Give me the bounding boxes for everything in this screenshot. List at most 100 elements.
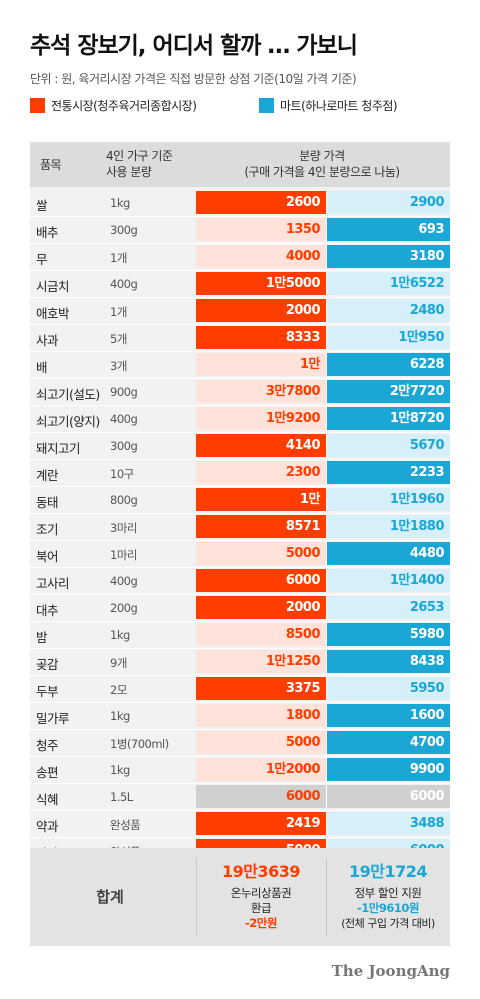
row-mart-price: 693 (326, 218, 450, 241)
column-separator (326, 542, 327, 565)
row-item: 송편 (36, 765, 59, 780)
row-item: 배 (36, 360, 48, 375)
row-separator (30, 486, 450, 487)
row-item: 두부 (36, 684, 59, 699)
row-amount: 5개 (110, 332, 127, 346)
column-separator (326, 515, 327, 538)
total-label: 합계 (96, 888, 124, 906)
row-traditional-price: 1만1250 (196, 650, 326, 673)
row-traditional-price: 6000 (196, 569, 326, 592)
row-traditional-price: 6000 (196, 785, 326, 808)
column-separator (326, 461, 327, 484)
row-item: 쇠고기(양지) (36, 414, 100, 429)
header-item: 품목 (40, 158, 62, 172)
row-mart-price: 6000 (326, 785, 450, 808)
row-item: 무 (36, 252, 48, 267)
row-separator (30, 621, 450, 622)
column-separator (326, 191, 327, 214)
column-separator (326, 569, 327, 592)
column-separator (326, 596, 327, 619)
row-amount: 3마리 (110, 521, 137, 535)
row-amount: 1kg (110, 763, 130, 777)
table-row: 곶감 9개 1만1250 8438 (30, 650, 450, 673)
row-separator (30, 459, 450, 460)
row-mart-price: 4700 (326, 731, 450, 754)
subtitle: 단위 : 원, 육거리시장 가격은 직접 방문한 상점 기준(10일 가격 기준… (30, 72, 357, 86)
table-row: 애호박 1개 2000 2480 (30, 299, 450, 322)
row-traditional-price: 1800 (196, 704, 326, 727)
row-mart-price: 4480 (326, 542, 450, 565)
total-row: 합계 19만3639 온누리상품권 환급 -2만원 19만1724 정부 할인 … (30, 848, 450, 946)
row-item: 조기 (36, 522, 59, 537)
column-separator (326, 407, 327, 430)
row-traditional-price: 8571 (196, 515, 326, 538)
row-separator (30, 648, 450, 649)
row-traditional-price: 4000 (196, 245, 326, 268)
row-item: 동태 (36, 495, 59, 510)
column-separator (326, 272, 327, 295)
table-row: 대추 200g 2000 2653 (30, 596, 450, 619)
row-separator (30, 243, 450, 244)
row-traditional-price: 2000 (196, 596, 326, 619)
row-traditional-price: 2300 (196, 461, 326, 484)
row-item: 사과 (36, 333, 59, 348)
row-separator (30, 783, 450, 784)
table-row: 북어 1마리 5000 4480 (30, 542, 450, 565)
row-mart-price: 2653 (326, 596, 450, 619)
total-traditional: 19만3639 온누리상품권 환급 -2만원 (196, 848, 326, 946)
row-separator (30, 378, 450, 379)
total-mart: 19만1724 정부 할인 지원 -1만9610원 (전체 구입 가격 대비) (326, 848, 450, 946)
table-row: 약과 완성품 2419 3488 (30, 812, 450, 835)
total-divider (196, 858, 197, 936)
column-separator (326, 488, 327, 511)
row-mart-price: 6228 (326, 353, 450, 376)
row-separator (30, 297, 450, 298)
page-title: 추석 장보기, 어디서 할까 … 가보니 (30, 33, 358, 59)
legend-label-traditional: 전통시장(청주육거리종합시장) (51, 99, 197, 113)
row-mart-price: 9900 (326, 758, 450, 781)
row-separator (30, 270, 450, 271)
row-mart-price: 8438 (326, 650, 450, 673)
row-amount: 300g (110, 439, 138, 453)
row-traditional-price: 1350 (196, 218, 326, 241)
row-traditional-price: 1만 (196, 488, 326, 511)
table-row: 청주 1병(700ml) 5000 4700 (30, 731, 450, 754)
row-separator (30, 432, 450, 433)
row-traditional-price: 3375 (196, 677, 326, 700)
column-separator (326, 650, 327, 673)
row-traditional-price: 5000 (196, 542, 326, 565)
total-mart-note: 정부 할인 지원 (354, 886, 422, 900)
row-traditional-price: 2600 (196, 191, 326, 214)
row-mart-price: 5950 (326, 677, 450, 700)
row-mart-price: 3488 (326, 812, 450, 835)
row-item: 고사리 (36, 576, 70, 591)
row-traditional-price: 3만7800 (196, 380, 326, 403)
row-mart-price: 5980 (326, 623, 450, 646)
row-amount: 400g (110, 277, 138, 291)
row-amount: 9개 (110, 656, 127, 670)
row-mart-price: 3180 (326, 245, 450, 268)
row-separator (30, 216, 450, 217)
total-traditional-value: 19만3639 (221, 862, 301, 881)
row-item: 북어 (36, 549, 59, 564)
row-item: 시금치 (36, 279, 70, 294)
row-amount: 1kg (110, 709, 130, 723)
row-mart-price: 1600 (326, 704, 450, 727)
table-row: 돼지고기 300g 4140 5670 (30, 434, 450, 457)
row-traditional-price: 1만2000 (196, 758, 326, 781)
table-header: 품목 4인 가구 기준 사용 분량 분량 가격 (구매 가격을 4인 분량으로 … (30, 142, 450, 187)
legend: 전통시장(청주육거리종합시장) 마트(하나로마트 청주점) (0, 97, 480, 115)
row-mart-price: 2만7720 (326, 380, 450, 403)
row-amount: 400g (110, 574, 138, 588)
column-separator (326, 704, 327, 727)
table-row: 쇠고기(설도) 900g 3만7800 2만7720 (30, 380, 450, 403)
column-separator (326, 785, 327, 808)
row-separator (30, 702, 450, 703)
table-row: 시금치 400g 1만5000 1만6522 (30, 272, 450, 295)
row-traditional-price: 1만9200 (196, 407, 326, 430)
table-row: 배 3개 1만 6228 (30, 353, 450, 376)
row-separator (30, 594, 450, 595)
table-row: 고사리 400g 6000 1만1400 (30, 569, 450, 592)
row-item: 쌀 (36, 198, 48, 213)
